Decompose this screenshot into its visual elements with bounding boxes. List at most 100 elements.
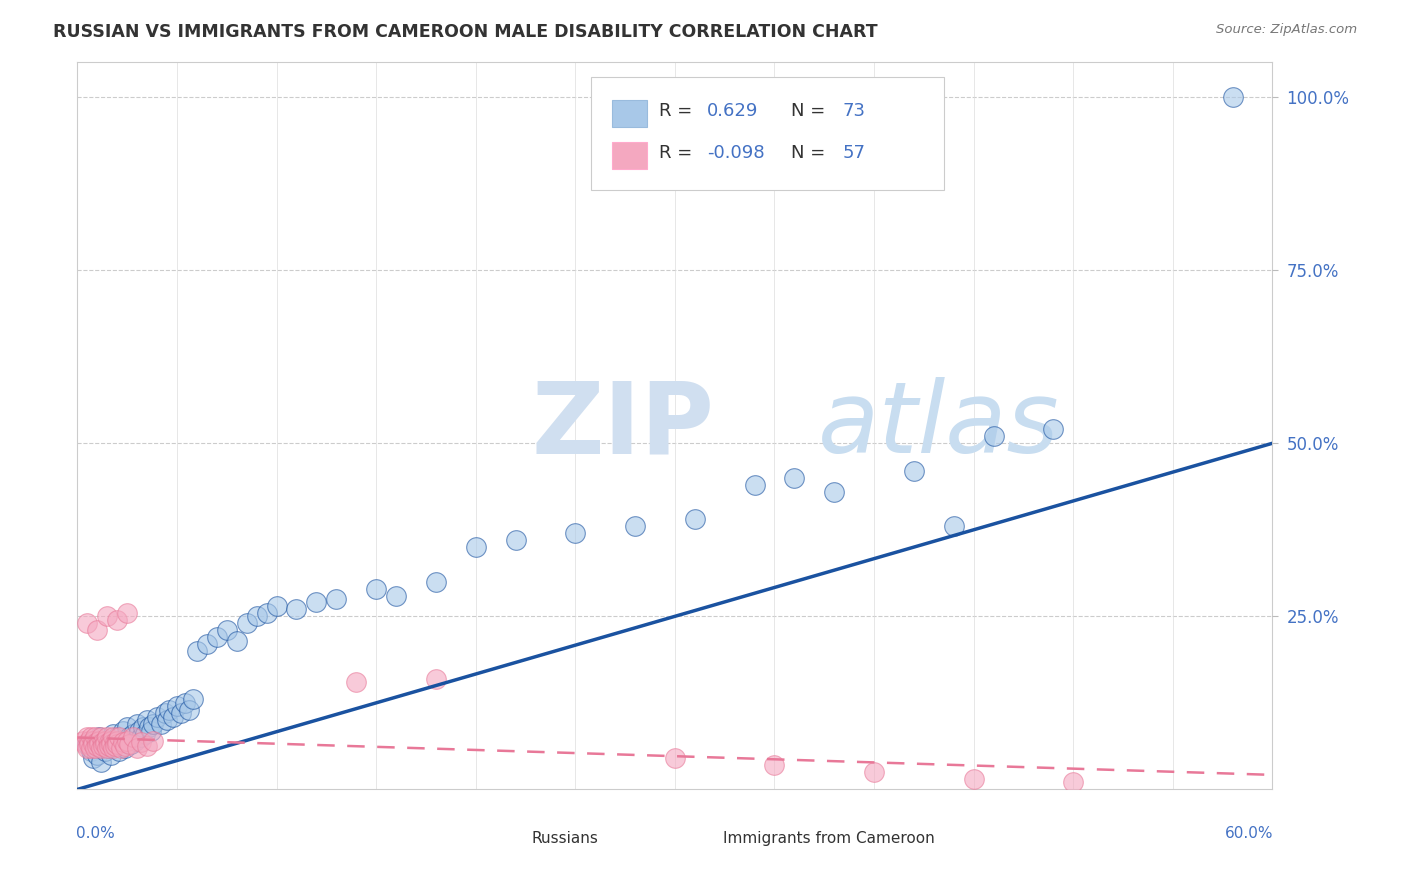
Point [90, 740, 112, 755]
Point [664, 751, 686, 765]
Point [94, 744, 117, 758]
Point [134, 727, 156, 741]
Point [385, 589, 408, 603]
Point [118, 738, 141, 752]
Point [104, 735, 127, 749]
Point [564, 526, 586, 541]
Point [464, 540, 486, 554]
Point [94, 738, 117, 752]
Text: 0.0%: 0.0% [76, 826, 115, 841]
Point [103, 740, 124, 755]
Point [76, 738, 98, 752]
Point [91, 735, 114, 749]
Point [86, 623, 108, 637]
Point [82, 738, 104, 752]
Point [96, 731, 118, 745]
Point [129, 735, 152, 749]
Point [89, 738, 111, 752]
Point [505, 533, 527, 548]
Point [114, 740, 136, 755]
Point [86, 735, 108, 749]
Point [170, 706, 193, 721]
Point [100, 734, 122, 748]
Text: atlas: atlas [818, 377, 1060, 475]
Point [79, 734, 101, 748]
Point [195, 637, 218, 651]
Point [153, 706, 176, 721]
Point [82, 751, 104, 765]
Point [80, 740, 103, 755]
Point [90, 755, 112, 769]
Point [963, 772, 986, 786]
Point [108, 744, 131, 758]
Point [139, 723, 162, 738]
Text: 0.629: 0.629 [707, 103, 758, 120]
Point [186, 644, 208, 658]
Text: ZIP: ZIP [531, 377, 714, 475]
Point [76, 616, 98, 631]
Point [105, 613, 128, 627]
Point [129, 731, 152, 745]
Point [150, 716, 173, 731]
Point [1062, 775, 1084, 789]
Point [89, 734, 111, 748]
Point [142, 716, 165, 731]
Point [235, 616, 257, 631]
FancyBboxPatch shape [612, 100, 647, 128]
Point [72, 734, 94, 748]
Point [76, 740, 98, 755]
Point [305, 595, 328, 609]
Point [127, 740, 149, 755]
Point [76, 731, 98, 745]
Point [246, 609, 269, 624]
Point [112, 723, 135, 738]
Point [127, 716, 149, 731]
Text: Source: ZipAtlas.com: Source: ZipAtlas.com [1216, 23, 1357, 37]
Point [122, 731, 145, 745]
Point [285, 602, 308, 616]
Point [100, 738, 122, 752]
Point [96, 740, 118, 755]
Point [108, 731, 131, 745]
Point [325, 592, 347, 607]
Point [156, 713, 179, 727]
Point [166, 699, 188, 714]
Point [104, 738, 127, 752]
Point [110, 734, 132, 748]
Point [344, 675, 367, 690]
Point [366, 582, 388, 596]
Point [744, 477, 766, 491]
Point [425, 574, 447, 589]
Point [115, 720, 138, 734]
Point [100, 747, 122, 762]
Point [863, 765, 886, 780]
Point [624, 519, 647, 533]
Point [225, 633, 247, 648]
Point [86, 747, 108, 762]
Point [84, 731, 107, 745]
Point [105, 731, 128, 745]
Point [103, 727, 124, 741]
Point [124, 734, 146, 748]
FancyBboxPatch shape [681, 827, 711, 849]
Point [91, 738, 114, 752]
Point [112, 735, 135, 749]
Point [177, 703, 200, 717]
Text: R =: R = [659, 103, 699, 120]
Point [82, 734, 104, 748]
Point [86, 739, 108, 754]
Point [120, 738, 142, 752]
Point [215, 623, 238, 637]
Point [115, 734, 138, 748]
Point [136, 713, 159, 727]
Point [105, 734, 128, 748]
Point [84, 734, 107, 748]
Point [942, 519, 965, 533]
Text: N =: N = [790, 103, 831, 120]
FancyBboxPatch shape [612, 142, 647, 169]
Point [98, 735, 121, 749]
Point [98, 739, 121, 754]
Text: N =: N = [790, 145, 831, 162]
Point [84, 740, 107, 755]
Point [115, 606, 138, 620]
